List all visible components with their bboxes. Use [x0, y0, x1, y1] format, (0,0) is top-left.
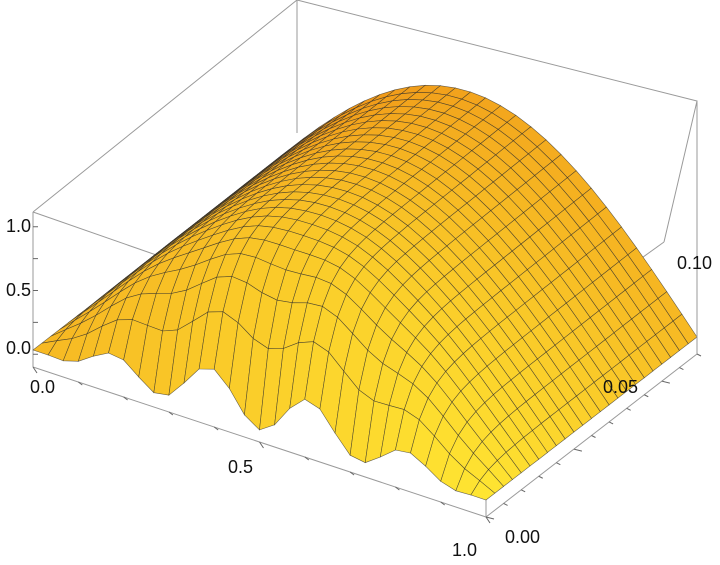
tick-mark: [503, 502, 508, 506]
tick-mark: [395, 486, 400, 491]
tick-mark: [573, 448, 583, 452]
tick-mark: [520, 489, 526, 493]
tick-mark: [349, 471, 355, 476]
y-tick-label: 0.00: [505, 527, 540, 547]
tick-mark: [608, 421, 614, 425]
tick-mark: [696, 353, 702, 357]
y-tick-label: 0.05: [603, 377, 638, 397]
z-tick-label: 1.0: [6, 216, 31, 236]
tick-mark: [259, 441, 264, 449]
tick-mark: [440, 501, 446, 506]
axis-ticks: [32, 226, 702, 524]
tick-mark: [32, 366, 38, 374]
tick-mark: [123, 396, 128, 401]
tick-mark: [626, 407, 631, 411]
z-tick-label: 0.0: [6, 338, 31, 358]
tick-mark: [485, 516, 491, 524]
surface: [32, 84, 698, 501]
tick-mark: [168, 411, 174, 416]
x-tick-label: 1.0: [452, 540, 477, 560]
tick-mark: [213, 426, 219, 431]
y-tick-label: 0.10: [677, 253, 712, 273]
tick-mark: [485, 516, 495, 520]
tick-mark: [591, 435, 596, 438]
tick-mark: [644, 394, 649, 398]
tick-mark: [661, 380, 670, 384]
tick-mark: [78, 381, 83, 386]
tick-mark: [556, 462, 561, 466]
z-tick-label: 0.5: [6, 280, 31, 300]
tick-mark: [538, 475, 543, 479]
tick-mark: [304, 456, 310, 461]
surface-patch: [470, 480, 496, 501]
tick-mark: [679, 367, 684, 371]
x-tick-label: 0.5: [228, 457, 253, 477]
x-tick-label: 0.0: [30, 377, 55, 397]
